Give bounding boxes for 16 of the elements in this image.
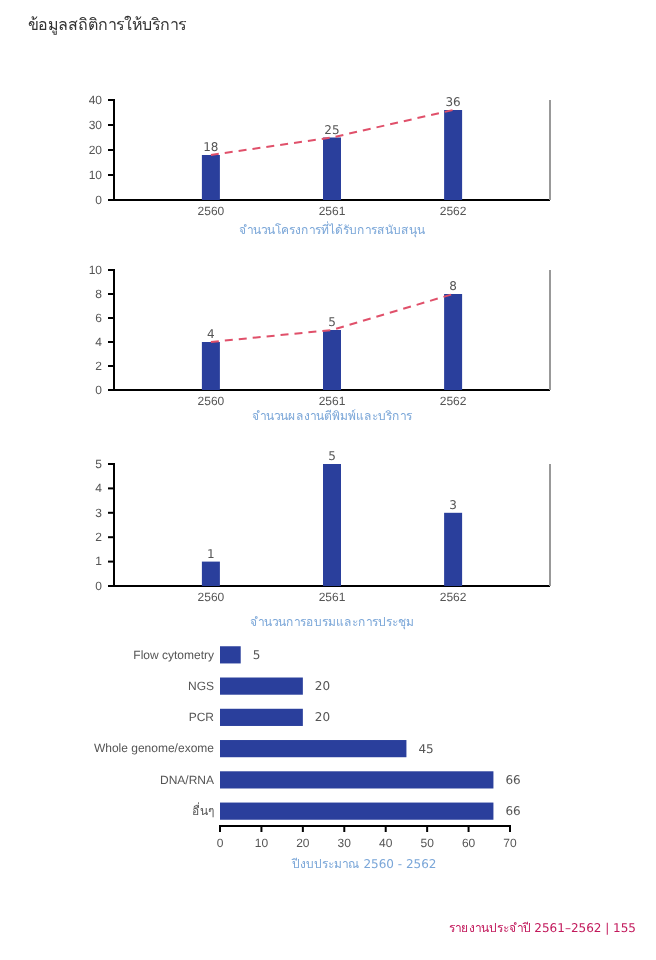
bar bbox=[201, 561, 220, 586]
bar bbox=[444, 110, 463, 200]
bar bbox=[201, 342, 220, 390]
bar bbox=[444, 512, 463, 586]
bar bbox=[444, 294, 463, 390]
bar bbox=[220, 646, 241, 664]
bar bbox=[220, 771, 494, 789]
bar bbox=[323, 137, 341, 200]
bar bbox=[220, 740, 407, 758]
bar bbox=[220, 677, 303, 695]
bar bbox=[323, 464, 341, 586]
chart-title: ข้อมูลสถิติการให้บริการ bbox=[28, 16, 188, 36]
bar bbox=[201, 155, 220, 200]
bar bbox=[323, 330, 341, 390]
bar bbox=[220, 708, 303, 726]
bar bbox=[220, 802, 494, 820]
